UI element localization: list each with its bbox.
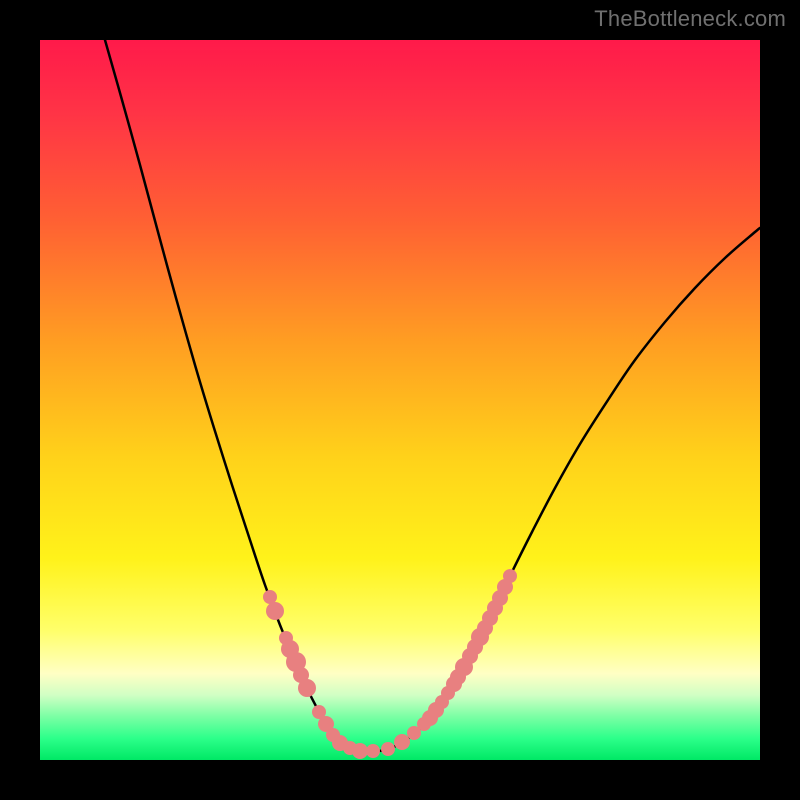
- curve-layer: [40, 40, 760, 760]
- data-marker: [366, 744, 380, 758]
- chart-container: TheBottleneck.com: [0, 0, 800, 800]
- curve-right-branch: [370, 228, 760, 752]
- data-marker: [394, 734, 410, 750]
- data-marker: [263, 590, 277, 604]
- data-marker: [266, 602, 284, 620]
- plot-area: [40, 40, 760, 760]
- data-marker: [503, 569, 517, 583]
- data-marker: [352, 743, 368, 759]
- watermark-text: TheBottleneck.com: [594, 6, 786, 32]
- data-marker: [298, 679, 316, 697]
- curve-left-branch: [105, 40, 370, 752]
- data-marker: [381, 742, 395, 756]
